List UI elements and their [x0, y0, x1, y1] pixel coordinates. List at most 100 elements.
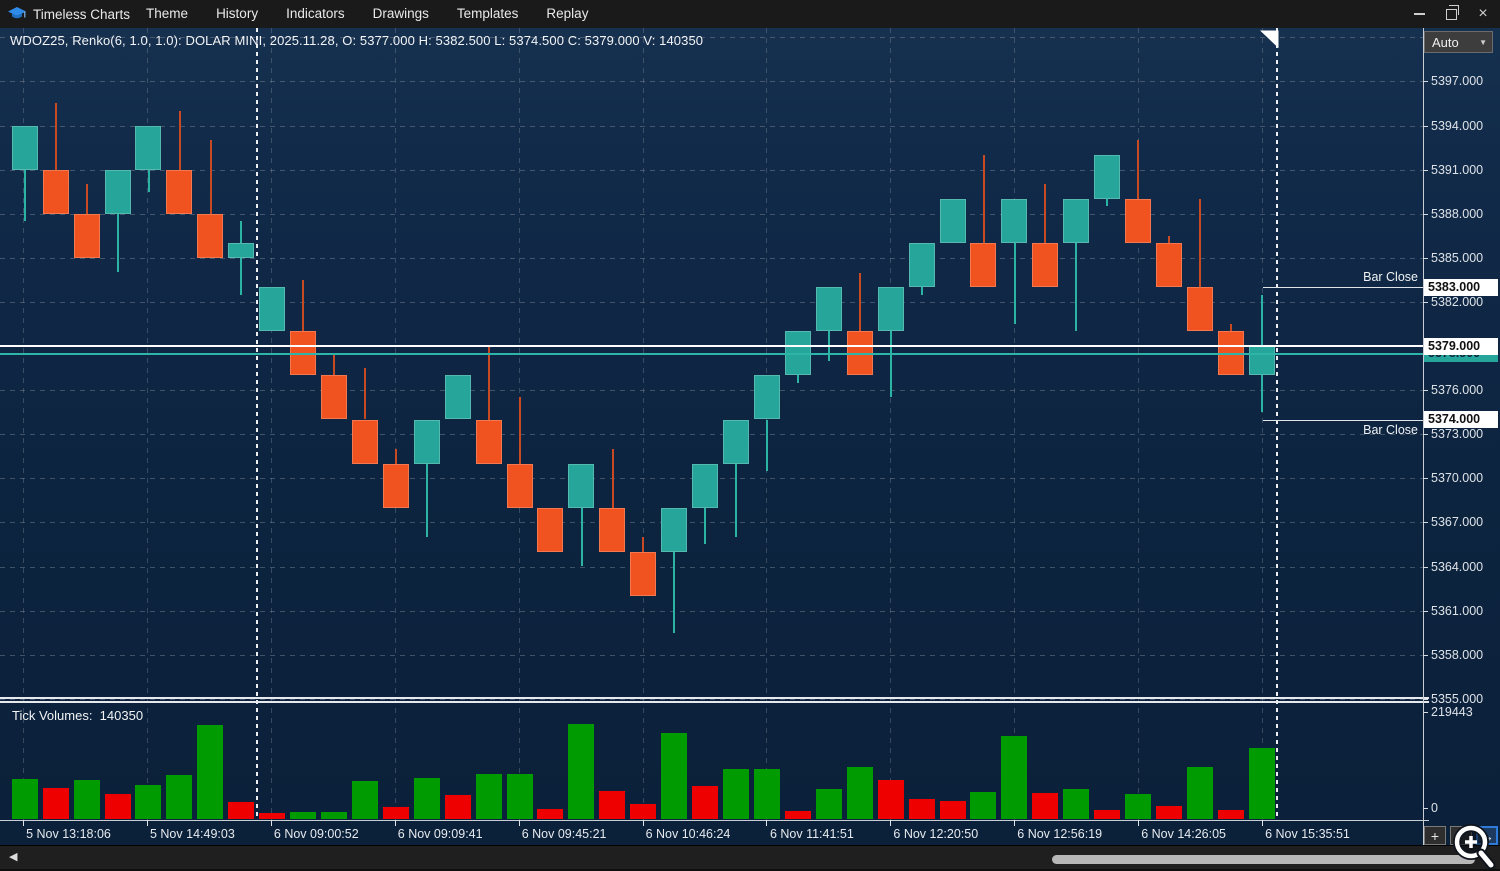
volume-bar [197, 725, 224, 819]
menu-item-indicators[interactable]: Indicators [286, 6, 345, 21]
renko-brick[interactable] [568, 463, 595, 508]
candle-lower-wick [735, 463, 738, 538]
renko-brick[interactable] [1001, 199, 1028, 244]
volume-bar [1155, 805, 1182, 819]
go-to-end-button[interactable]: → [1476, 826, 1498, 845]
renko-brick[interactable] [259, 287, 286, 332]
menu-items: Theme History Indicators Drawings Templates R… [132, 0, 602, 28]
renko-brick[interactable] [351, 419, 378, 464]
candle-lower-wick [673, 551, 676, 633]
horizontal-scrollbar-thumb[interactable] [1052, 855, 1475, 864]
minimize-button[interactable] [1408, 4, 1430, 24]
horizontal-scroll-area[interactable]: ◀ [0, 845, 1500, 870]
price-axis-label: 5388.000 [1431, 206, 1484, 221]
chart-surface[interactable] [0, 28, 1500, 845]
app-brand[interactable]: Timeless Charts [8, 7, 130, 22]
renko-brick[interactable] [135, 125, 162, 170]
volume-bar [753, 769, 780, 819]
price-axis-label: 5376.000 [1431, 383, 1484, 398]
menu-item-history[interactable]: History [216, 6, 259, 21]
menu-item-templates[interactable]: Templates [456, 6, 519, 21]
time-gridline [1138, 28, 1140, 820]
price-gridline [0, 610, 1423, 612]
volume-bar [1032, 792, 1059, 819]
volume-bar [135, 784, 162, 819]
renko-brick[interactable] [723, 419, 750, 464]
window-bottom-edge [0, 869, 1500, 871]
menu-item-drawings[interactable]: Drawings [372, 6, 429, 21]
chevron-down-icon: ▼ [1479, 37, 1487, 47]
renko-brick[interactable] [42, 169, 69, 214]
renko-brick[interactable] [11, 125, 38, 170]
window-controls: × [1408, 0, 1494, 28]
renko-brick[interactable] [1125, 199, 1152, 244]
zoom-in-button[interactable]: + [1424, 826, 1446, 845]
volume-bar [877, 779, 904, 819]
renko-brick[interactable] [877, 287, 904, 332]
candle-upper-wick [982, 154, 985, 244]
time-gridline [642, 28, 644, 820]
renko-brick[interactable] [413, 419, 440, 464]
renko-brick[interactable] [1032, 243, 1059, 288]
renko-brick[interactable] [537, 507, 564, 552]
renko-brick[interactable] [1094, 154, 1121, 199]
renko-brick[interactable] [444, 375, 471, 420]
scroll-right-button[interactable] [1450, 826, 1472, 845]
candle-lower-wick [1260, 375, 1263, 413]
time-axis-tick [23, 820, 24, 826]
time-axis-tick [642, 820, 644, 826]
pane-separator [0, 701, 1429, 703]
renko-brick[interactable] [1186, 287, 1213, 332]
renko-brick[interactable] [630, 551, 657, 596]
candle-upper-wick [518, 397, 521, 464]
restore-button[interactable] [1440, 4, 1462, 24]
renko-brick[interactable] [753, 375, 780, 420]
renko-brick[interactable] [382, 463, 409, 508]
price-gridline [0, 257, 1423, 259]
volume-bar [259, 813, 286, 819]
price-scale-mode-dropdown[interactable]: Auto ▼ [1424, 31, 1493, 53]
volume-bar [290, 811, 317, 819]
renko-brick[interactable] [228, 243, 255, 258]
price-gridline [0, 301, 1423, 303]
volume-bar [42, 787, 69, 819]
renko-brick[interactable] [104, 169, 131, 214]
renko-brick[interactable] [692, 463, 719, 508]
renko-brick[interactable] [1063, 199, 1090, 244]
renko-brick[interactable] [815, 287, 842, 332]
time-axis-tick [1262, 820, 1263, 826]
price-axis-tick [1423, 808, 1428, 809]
renko-brick[interactable] [475, 419, 502, 464]
price-scale-mode-label: Auto [1432, 34, 1459, 50]
renko-brick[interactable] [166, 169, 193, 214]
close-button[interactable]: × [1478, 5, 1488, 22]
renko-brick[interactable] [908, 243, 935, 288]
menu-item-theme[interactable]: Theme [146, 6, 189, 21]
candle-lower-wick [1075, 243, 1078, 332]
renko-brick[interactable] [661, 507, 688, 552]
volume-bar [506, 773, 533, 819]
candle-upper-wick [364, 368, 367, 420]
price-axis-badge: 5379.000 [1424, 337, 1498, 355]
scroll-left-arrow-icon[interactable]: ◀ [9, 851, 18, 863]
renko-brick[interactable] [970, 243, 997, 288]
renko-brick[interactable] [73, 213, 100, 258]
time-axis-label: 6 Nov 09:09:41 [397, 827, 483, 841]
price-axis-tick [1423, 213, 1428, 215]
renko-brick[interactable] [1155, 243, 1182, 288]
renko-brick[interactable] [321, 375, 347, 420]
price-axis-label: 5382.000 [1431, 294, 1484, 309]
renko-brick[interactable] [599, 507, 626, 552]
price-axis-tick [1423, 698, 1428, 700]
volume-bar [1094, 810, 1121, 819]
price-gridline [0, 213, 1423, 215]
menu-item-replay[interactable]: Replay [546, 6, 589, 21]
renko-brick[interactable] [506, 463, 533, 508]
session-separator-line [1276, 28, 1279, 820]
volume-bar [970, 792, 997, 819]
renko-brick[interactable] [197, 213, 224, 258]
candle-upper-wick [302, 279, 305, 332]
volume-bar [1063, 788, 1090, 819]
renko-brick[interactable] [939, 199, 966, 244]
renko-brick[interactable] [1248, 346, 1275, 376]
